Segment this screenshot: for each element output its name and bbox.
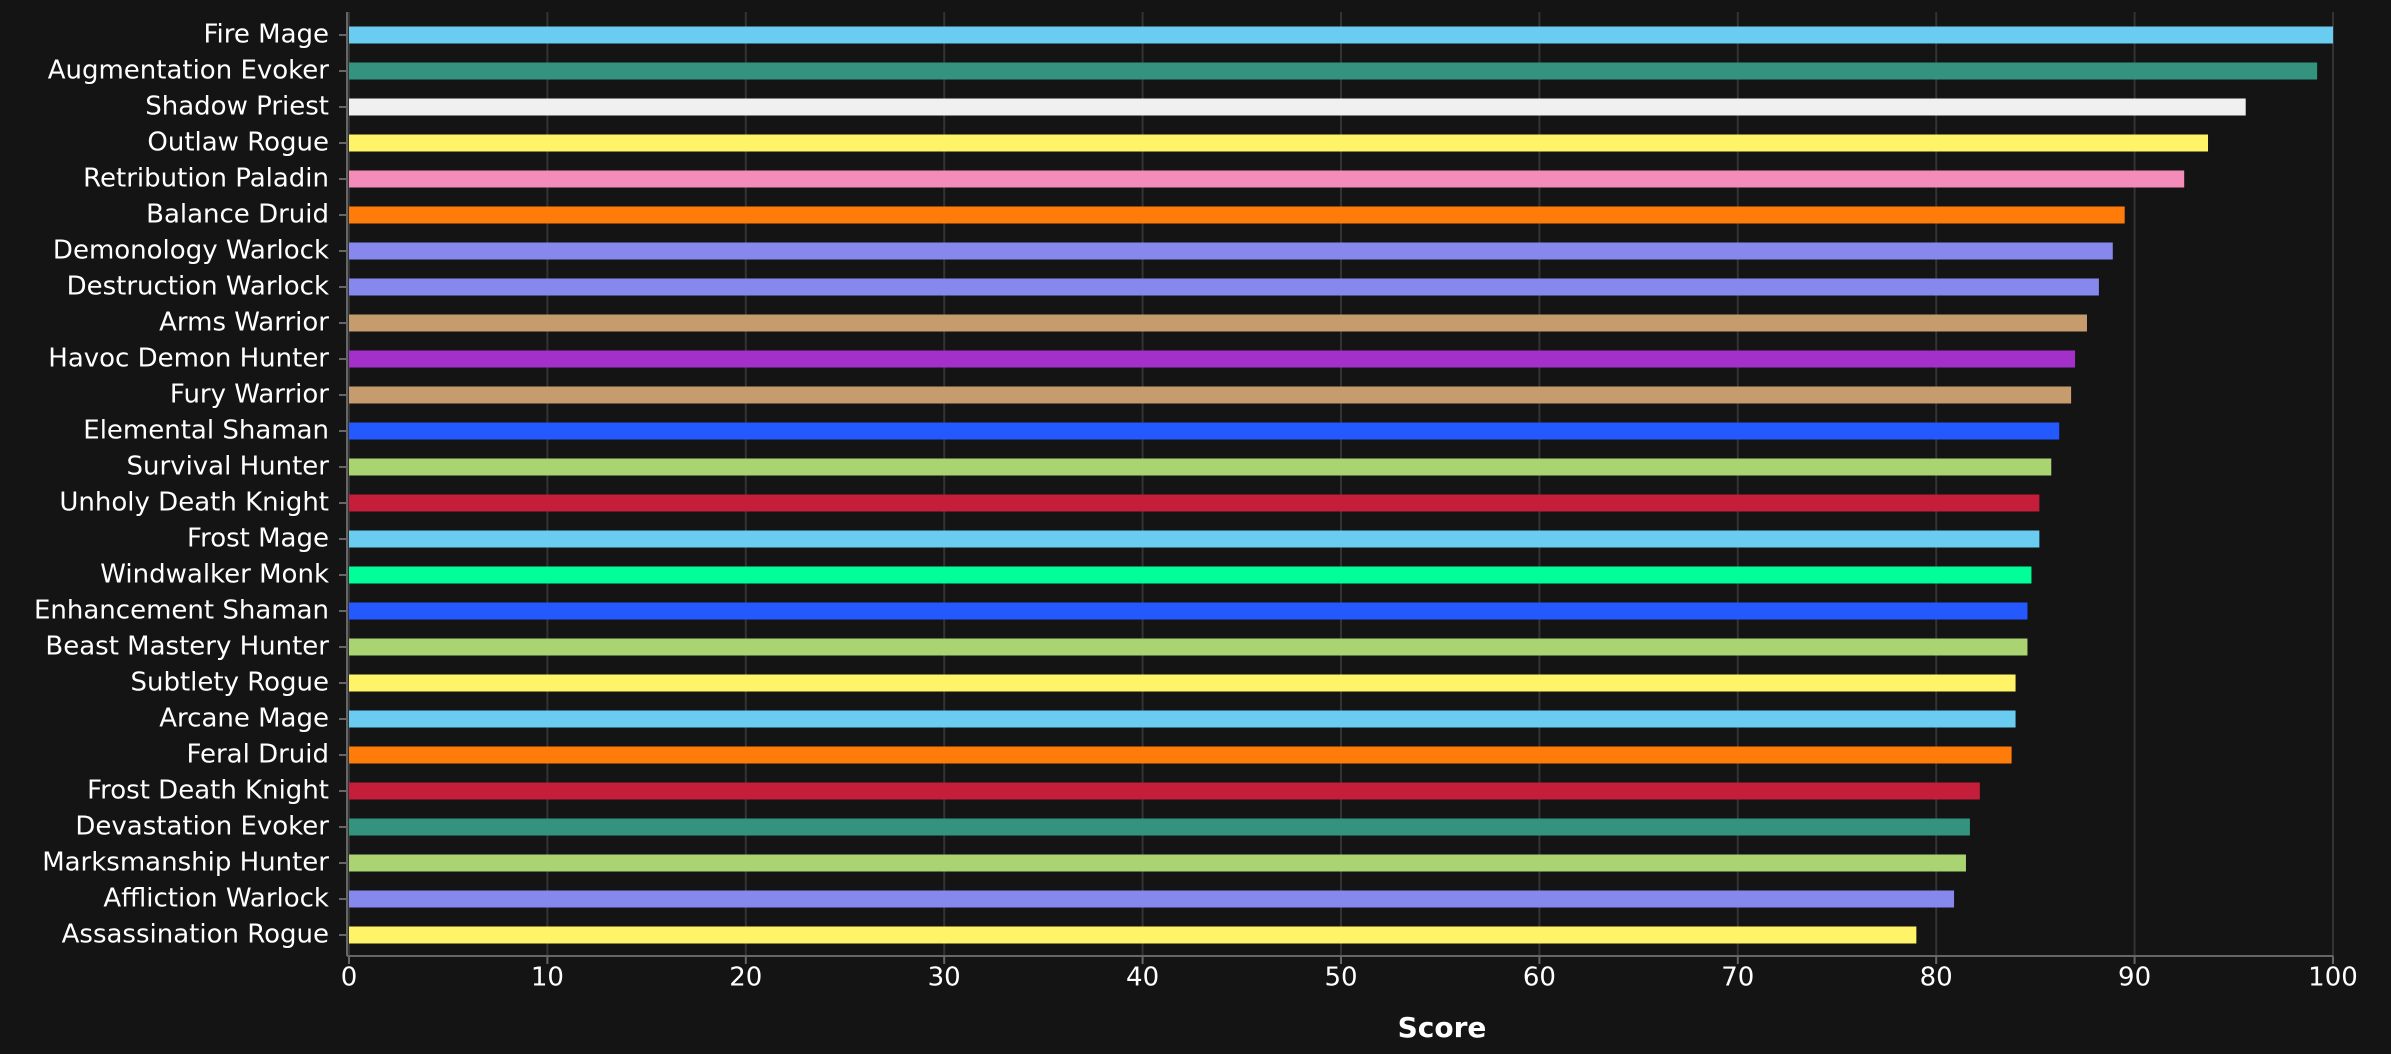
y-tick-label: Demonology Warlock <box>53 236 329 266</box>
y-tick-label: Balance Druid <box>146 200 329 230</box>
bar <box>349 638 2028 656</box>
bar <box>349 890 1955 908</box>
x-tick-label: 0 <box>341 963 358 993</box>
bar <box>349 206 2125 224</box>
bar <box>349 818 1970 836</box>
bar <box>349 386 2072 404</box>
bar <box>349 494 2040 512</box>
bar <box>349 458 2052 476</box>
y-tick-label: Havoc Demon Hunter <box>48 344 329 374</box>
bar <box>349 710 2016 728</box>
y-tick-label: Frost Mage <box>187 524 329 554</box>
y-tick-label: Subtlety Rogue <box>130 668 329 698</box>
y-tick-label: Survival Hunter <box>127 452 330 482</box>
x-tick-label: 40 <box>1126 963 1159 993</box>
x-tick-label: 90 <box>2118 963 2151 993</box>
y-tick-label: Shadow Priest <box>145 92 329 122</box>
bar <box>349 674 2016 692</box>
x-tick-label: 100 <box>2308 963 2358 993</box>
y-tick-label: Devastation Evoker <box>75 812 329 842</box>
x-tick-label: 30 <box>928 963 961 993</box>
bar <box>349 26 2333 44</box>
bar <box>349 530 2040 548</box>
bar <box>349 926 1917 944</box>
y-tick-label: Fire Mage <box>203 20 329 50</box>
y-tick-label: Unholy Death Knight <box>59 488 329 518</box>
x-tick-label: 80 <box>1920 963 1953 993</box>
y-tick-label: Arcane Mage <box>159 704 329 734</box>
bar <box>349 98 2246 116</box>
bar <box>349 350 2076 368</box>
x-tick-label: 70 <box>1721 963 1754 993</box>
y-tick-label: Arms Warrior <box>159 308 329 338</box>
bar <box>349 62 2318 80</box>
bar <box>349 242 2113 260</box>
bar <box>349 422 2060 440</box>
bar <box>349 566 2032 584</box>
x-axis-title: Score <box>1398 1011 1487 1044</box>
y-tick-label: Affliction Warlock <box>103 884 329 914</box>
y-tick-label: Frost Death Knight <box>87 776 329 806</box>
y-tick-label: Fury Warrior <box>170 380 329 410</box>
bar <box>349 854 1966 872</box>
y-tick-label: Augmentation Evoker <box>48 56 330 86</box>
bar <box>349 782 1980 800</box>
y-tick-label: Destruction Warlock <box>67 272 329 302</box>
x-tick-label: 10 <box>531 963 564 993</box>
bar <box>349 314 2087 332</box>
y-tick-label: Elemental Shaman <box>83 416 329 446</box>
y-tick-label: Assassination Rogue <box>62 920 329 950</box>
y-tick-label: Enhancement Shaman <box>34 596 329 626</box>
bar <box>349 170 2185 188</box>
y-tick-label: Windwalker Monk <box>100 560 329 590</box>
bar <box>349 278 2099 296</box>
x-tick-label: 60 <box>1523 963 1556 993</box>
bar <box>349 746 2012 764</box>
y-tick-label: Outlaw Rogue <box>147 128 329 158</box>
bar <box>349 134 2209 152</box>
y-tick-label: Retribution Paladin <box>83 164 329 194</box>
bar <box>349 602 2028 620</box>
x-tick-label: 20 <box>729 963 762 993</box>
x-tick-label: 50 <box>1324 963 1357 993</box>
y-tick-label: Beast Mastery Hunter <box>45 632 329 662</box>
grid <box>348 12 2334 956</box>
y-tick-label: Feral Druid <box>186 740 329 770</box>
y-tick-label: Marksmanship Hunter <box>42 848 329 878</box>
